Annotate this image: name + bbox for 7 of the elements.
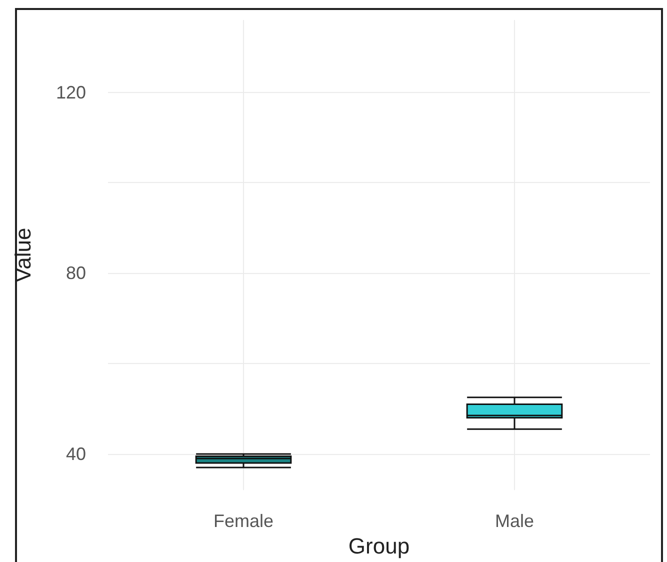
x-tick-label: Male [494,511,534,532]
y-tick-label: 120 [56,82,86,102]
x-tick-label: Female [213,511,274,532]
y-tick-label: 40 [66,444,86,464]
y-axis-title: Value [10,228,36,282]
y-tick-label: 80 [66,263,86,284]
x-axis-title: Group [348,534,410,558]
